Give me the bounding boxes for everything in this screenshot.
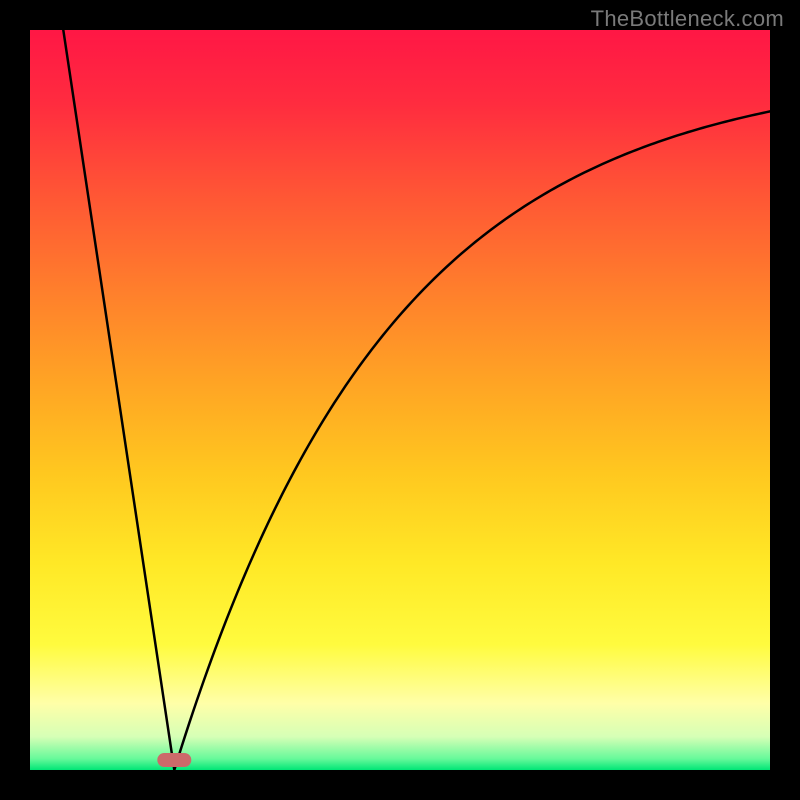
chart-container: TheBottleneck.com xyxy=(0,0,800,800)
watermark-text: TheBottleneck.com xyxy=(591,6,784,32)
optimal-marker xyxy=(157,753,191,767)
bottleneck-chart xyxy=(0,0,800,800)
